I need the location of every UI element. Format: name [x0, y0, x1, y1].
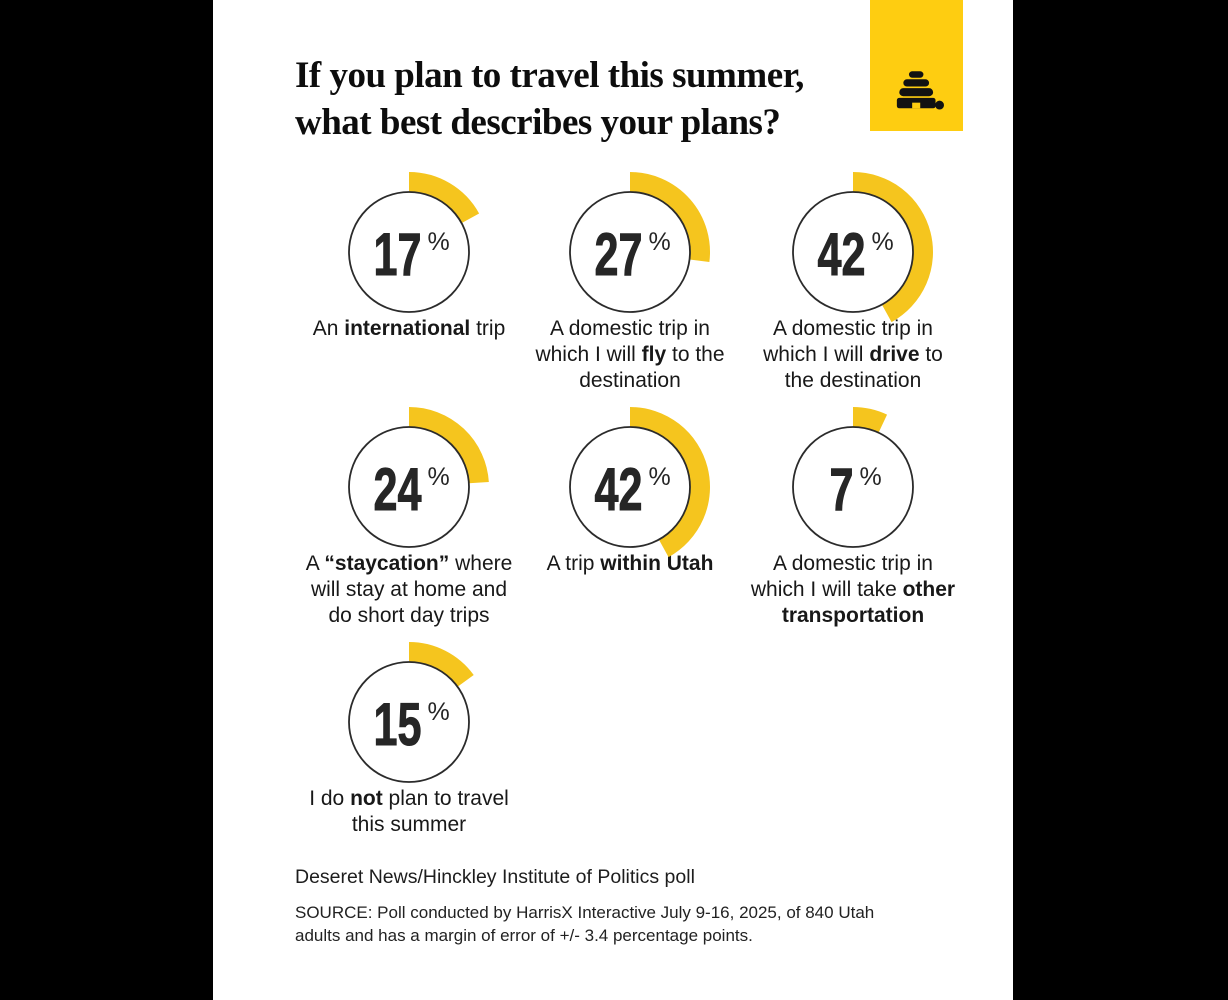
deseret-news-logo: [870, 0, 963, 131]
donut-value: 7: [830, 456, 854, 523]
donut-item: 42% A trip within Utah: [510, 402, 750, 577]
donut-label: A “staycation” where will stay at home an…: [289, 551, 529, 629]
donut-value: 17: [374, 221, 422, 288]
donut-circle: [569, 426, 691, 548]
donut-label: A domestic trip in which I will take othe…: [733, 551, 973, 629]
source-line-1: SOURCE: Poll conducted by HarrisX Intera…: [295, 903, 875, 922]
donut-value: 24: [374, 456, 422, 523]
donut-ring: 17%: [324, 167, 494, 337]
donut-label-line: transportation: [781, 604, 925, 627]
donut-ring: 7%: [768, 402, 938, 572]
donut-arc: [852, 407, 888, 433]
donut-label-line: I do not plan to travel: [309, 787, 509, 810]
donut-label-line: An international trip: [312, 317, 506, 340]
donut-label-line: which I will take other: [750, 578, 956, 601]
percent-sign: %: [649, 228, 671, 256]
page-title: If you plan to travel this summer, what …: [295, 52, 804, 146]
percent-sign: %: [649, 463, 671, 491]
donut-label-line: A trip within Utah: [546, 552, 714, 575]
donut-value: 42: [818, 221, 866, 288]
donut-value: 42: [595, 456, 643, 523]
donut-label: I do not plan to travel this summer: [289, 786, 529, 838]
percent-sign: %: [428, 228, 450, 256]
donut-item: 7% A domestic trip in which I will take ot…: [733, 402, 973, 629]
donut-arc: [629, 172, 710, 263]
donut-label-line: A domestic trip in: [550, 317, 710, 340]
donut-ring: 24%: [324, 402, 494, 572]
poll-name: Deseret News/Hinckley Institute of Polit…: [295, 866, 695, 888]
donut-arc: [408, 642, 474, 688]
donut-circle: [348, 661, 470, 783]
donut-label-line: will stay at home and: [310, 578, 508, 601]
donut-arc: [408, 407, 489, 484]
donut-label: A trip within Utah: [510, 551, 750, 577]
donut-item: 24% A “staycation” where will stay at home…: [289, 402, 529, 629]
title-line-1: If you plan to travel this summer,: [295, 55, 804, 96]
donut-value: 27: [595, 221, 643, 288]
donut-ring: 42%: [768, 167, 938, 337]
percent-sign: %: [872, 228, 894, 256]
donut-label-line: A domestic trip in: [773, 552, 933, 575]
title-line-2: what best describes your plans?: [295, 102, 781, 143]
beehive-icon: [888, 69, 946, 117]
donut-label-line: A domestic trip in: [773, 317, 933, 340]
donut-circle: [569, 191, 691, 313]
source-note: SOURCE: Poll conducted by HarrisX Intera…: [295, 902, 874, 947]
donut-item: 15% I do not plan to travel this summer: [289, 637, 529, 838]
percent-sign: %: [428, 698, 450, 726]
donut-circle: [792, 426, 914, 548]
donut-label: A domestic trip in which I will fly to th…: [510, 316, 750, 394]
donut-arc: [629, 407, 710, 558]
donut-item: 17% An international trip: [289, 167, 529, 342]
content-panel: If you plan to travel this summer, what …: [213, 0, 1013, 1000]
donut-ring: 27%: [545, 167, 715, 337]
source-line-2: adults and has a margin of error of +/- …: [295, 925, 753, 945]
donut-arc: [408, 172, 480, 224]
donut-label-line: A “staycation” where: [305, 552, 513, 575]
donut-item: 27% A domestic trip in which I will fly to…: [510, 167, 750, 394]
donut-label-line: which I will fly to the: [535, 343, 725, 366]
donut-label-line: the destination: [784, 369, 922, 392]
donut-label-line: this summer: [351, 813, 467, 836]
percent-sign: %: [860, 463, 882, 491]
donut-ring: 42%: [545, 402, 715, 572]
donut-circle: [348, 426, 470, 548]
donut-label-line: which I will drive to: [763, 343, 943, 366]
donut-circle: [792, 191, 914, 313]
donut-value: 15: [374, 691, 422, 758]
donut-item: 42% A domestic trip in which I will drive …: [733, 167, 973, 394]
donut-arc: [852, 172, 933, 323]
donut-label: An international trip: [289, 316, 529, 342]
donut-label-line: do short day trips: [328, 604, 490, 627]
donut-label-line: destination: [579, 369, 681, 392]
donut-label: A domestic trip in which I will drive to t…: [733, 316, 973, 394]
percent-sign: %: [428, 463, 450, 491]
donut-circle: [348, 191, 470, 313]
donut-ring: 15%: [324, 637, 494, 807]
